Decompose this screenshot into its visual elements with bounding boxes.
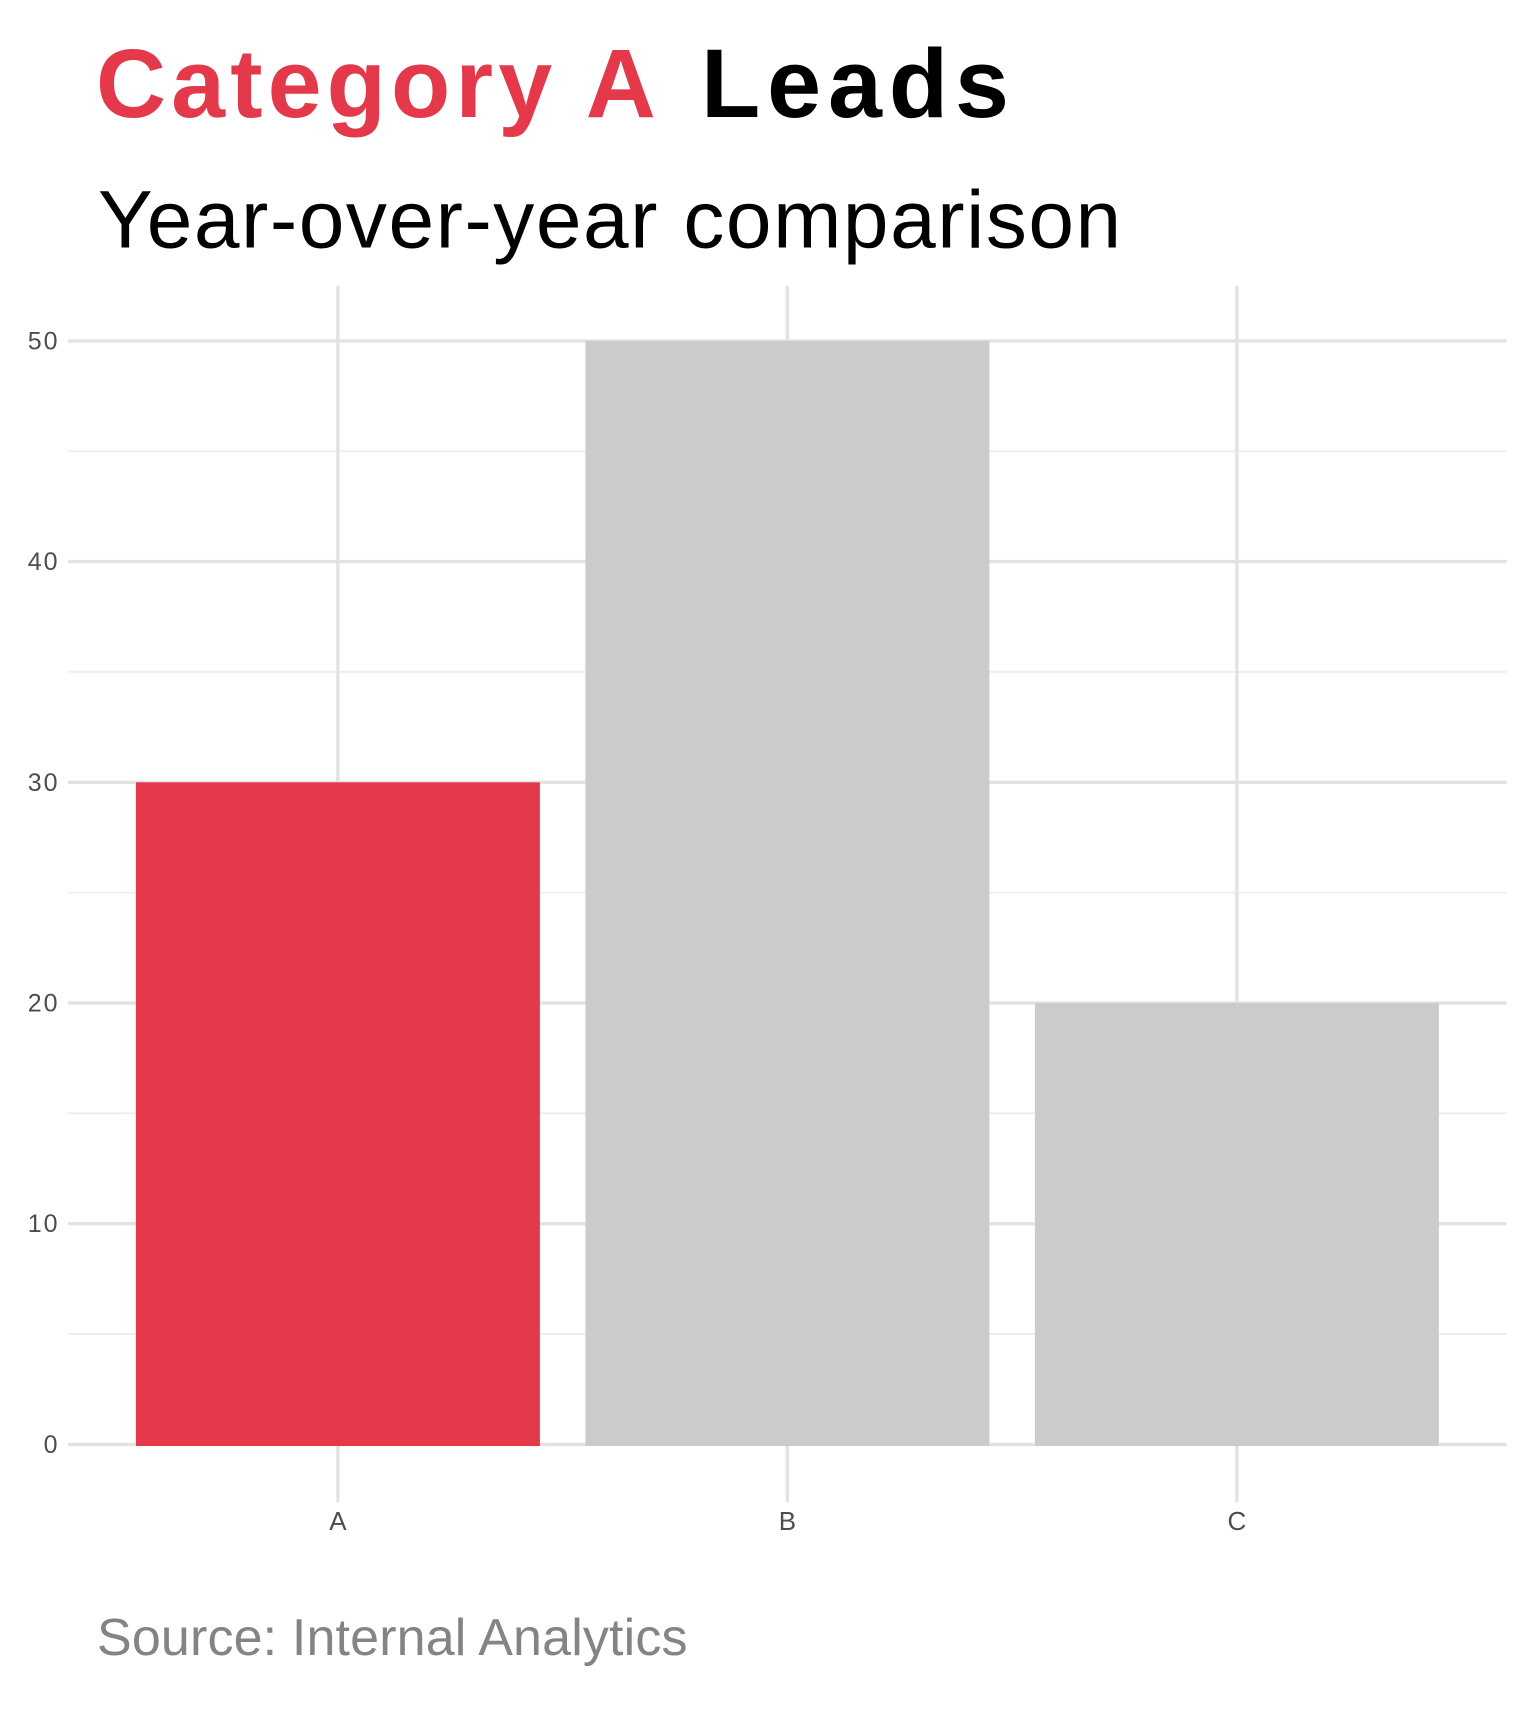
svg-text:B: B <box>779 1506 796 1536</box>
svg-text:10: 10 <box>28 1210 60 1238</box>
svg-text:Leads: Leads <box>701 29 1016 138</box>
svg-text:0: 0 <box>44 1431 60 1459</box>
svg-text:Source: Internal Analytics: Source: Internal Analytics <box>97 1609 688 1667</box>
svg-text:40: 40 <box>28 548 60 576</box>
svg-text:50: 50 <box>28 327 60 355</box>
svg-text:A: A <box>329 1506 347 1536</box>
svg-text:Year-over-year comparison: Year-over-year comparison <box>98 174 1123 265</box>
svg-text:20: 20 <box>28 990 60 1018</box>
svg-text:30: 30 <box>28 769 60 797</box>
svg-text:Category A: Category A <box>96 29 661 138</box>
svg-text:C: C <box>1228 1506 1247 1536</box>
